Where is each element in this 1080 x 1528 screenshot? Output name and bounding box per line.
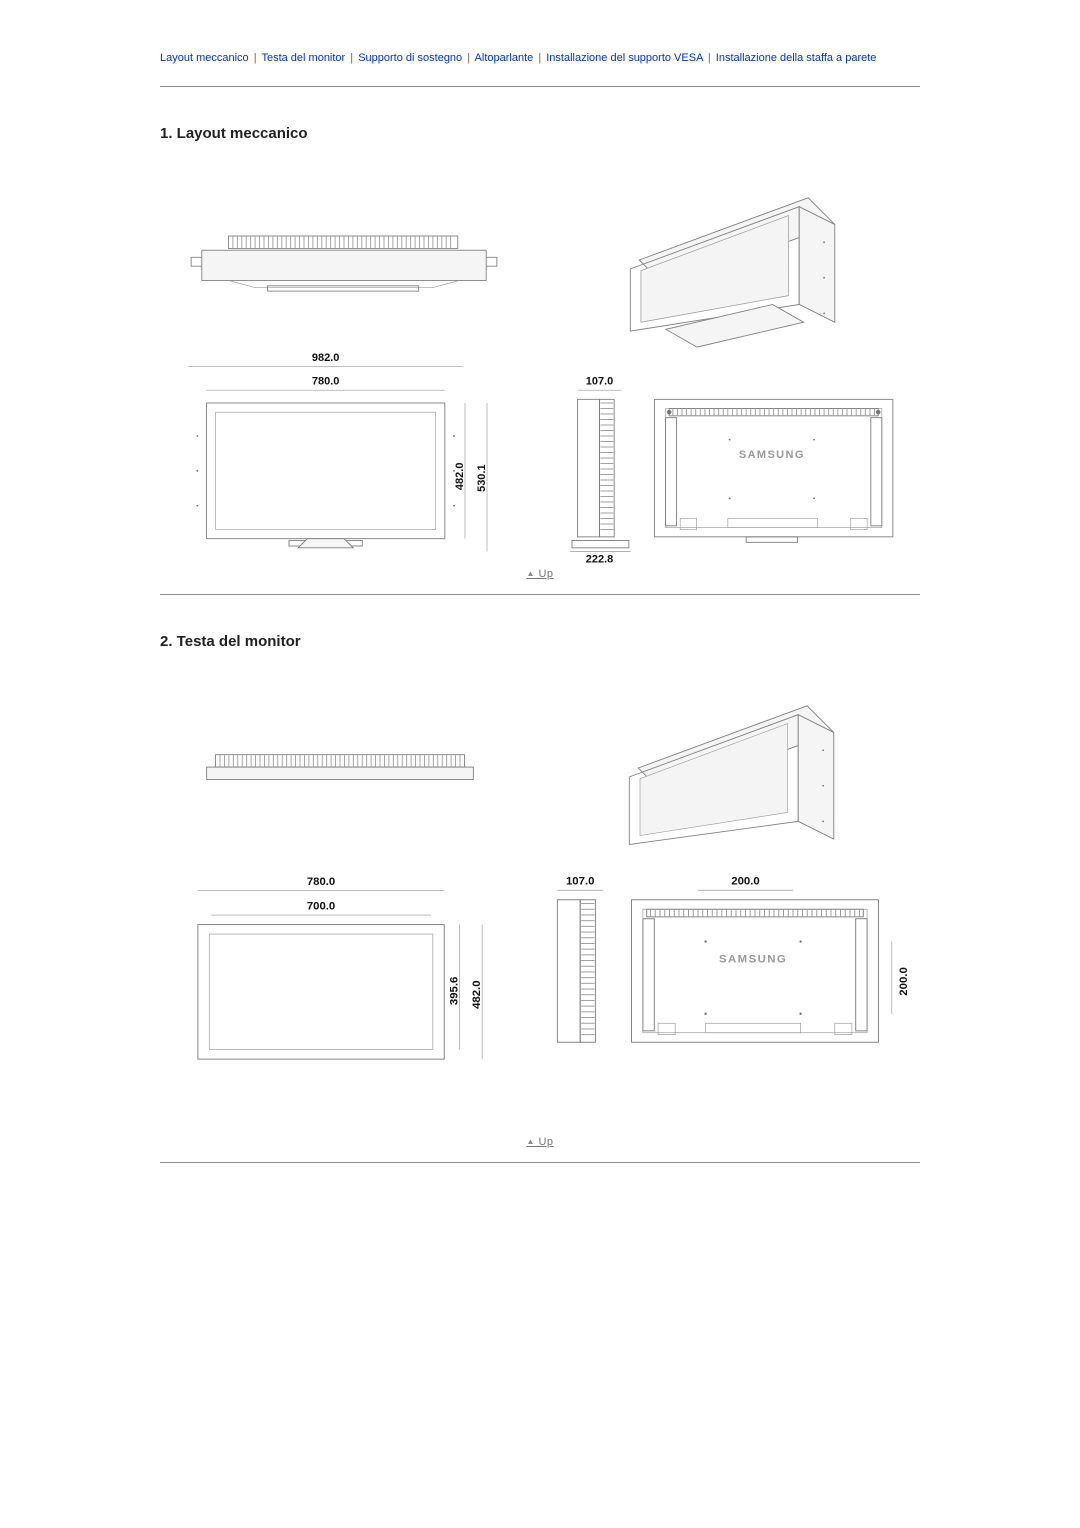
page: Layout meccanico | Testa del monitor | S…	[160, 40, 920, 1223]
anchor-nav: Layout meccanico | Testa del monitor | S…	[160, 50, 920, 86]
up-label: Up	[538, 1136, 553, 1148]
up-triangle-icon: ▲	[526, 1137, 534, 1146]
dim-982: 982.0	[311, 351, 339, 363]
divider	[160, 594, 920, 595]
dim-780b: 780.0	[307, 875, 335, 887]
nav-separator: |	[536, 52, 543, 64]
nav-separator: |	[706, 52, 713, 64]
fig-iso-nostand	[546, 678, 926, 858]
fig-iso-stand	[553, 170, 920, 350]
dim-107b: 107.0	[566, 875, 595, 887]
divider	[160, 1162, 920, 1163]
nav-separator: |	[348, 52, 355, 64]
brand-label: SAMSUNG	[719, 953, 787, 965]
fig-side-back-stand: 107.0 222.8	[553, 368, 920, 548]
dim-700: 700.0	[307, 900, 335, 912]
nav-testa[interactable]: Testa del monitor	[261, 52, 345, 64]
dim-530: 530.1	[476, 464, 488, 492]
dim-200v: 200.0	[898, 967, 910, 996]
dim-395: 395.6	[448, 976, 460, 1004]
up-link[interactable]: ▲ Up	[160, 1136, 920, 1148]
dim-482: 482.0	[454, 462, 466, 490]
nav-layout[interactable]: Layout meccanico	[160, 52, 249, 64]
divider	[160, 86, 920, 87]
nav-separator: |	[252, 52, 259, 64]
up-link[interactable]: ▲ Up	[160, 568, 920, 580]
nav-altoparlante[interactable]: Altoparlante	[475, 52, 534, 64]
fig-top-view-stand	[160, 170, 527, 350]
fig-front-nostand: 780.0 700.0 395.6 482.0	[160, 876, 520, 1066]
section1-grid: 982.0 780.0 482.0 530.1	[160, 170, 920, 548]
fig-side-back-nostand: 107.0 200.0	[546, 876, 926, 1066]
fig-top-nostand	[160, 678, 520, 858]
fig-front-stand: 982.0 780.0 482.0 530.1	[160, 368, 527, 548]
dim-482b: 482.0	[471, 980, 483, 1008]
dim-222: 222.8	[585, 553, 613, 565]
brand-label: SAMSUNG	[738, 449, 804, 461]
dim-200h: 200.0	[731, 875, 760, 887]
nav-separator: |	[465, 52, 472, 64]
section-title-layout: 1. Layout meccanico	[160, 125, 920, 142]
nav-staffa-parete[interactable]: Installazione della staffa a parete	[716, 52, 877, 64]
section-title-testa: 2. Testa del monitor	[160, 633, 920, 650]
nav-vesa[interactable]: Installazione del supporto VESA	[546, 52, 703, 64]
dim-780: 780.0	[311, 375, 339, 387]
nav-supporto-sostegno[interactable]: Supporto di sostegno	[358, 52, 462, 64]
dim-107: 107.0	[585, 375, 613, 387]
up-triangle-icon: ▲	[526, 569, 534, 578]
up-label: Up	[538, 568, 553, 580]
section2-grid: 780.0 700.0 395.6 482.0 107.0	[160, 678, 920, 1066]
